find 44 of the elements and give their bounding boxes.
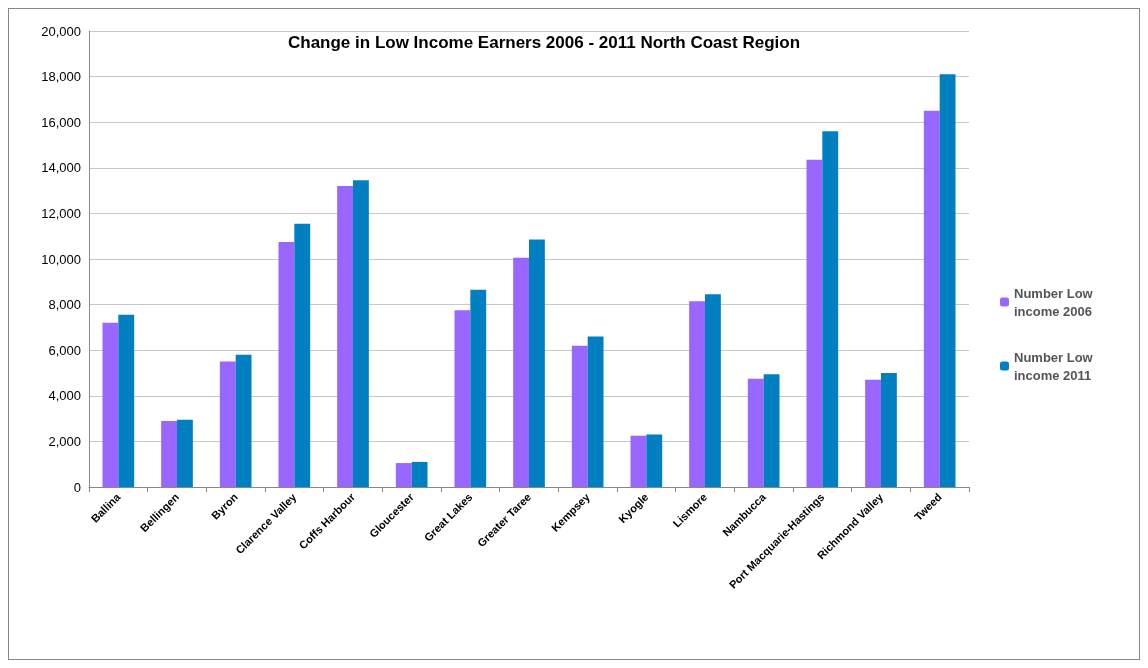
y-tick-label: 12,000 (41, 205, 81, 221)
y-tick-label: 10,000 (41, 251, 81, 267)
bar (646, 434, 663, 487)
bar (747, 378, 764, 487)
bar (939, 74, 956, 487)
bar (470, 289, 487, 487)
bar (353, 180, 369, 487)
bar (102, 322, 119, 487)
bar (337, 186, 353, 487)
bar (705, 294, 721, 487)
bar (689, 301, 705, 487)
bar (822, 131, 839, 487)
y-tick-label: 0 (73, 479, 81, 495)
bar (865, 379, 881, 487)
y-tick-label: 6,000 (48, 342, 81, 358)
bar (278, 241, 295, 487)
bar (529, 239, 545, 487)
chart-title: Change in Low Income Earners 2006 - 2011 North Coast Region (287, 33, 801, 52)
bar (763, 374, 780, 487)
bar (571, 345, 588, 487)
bar (294, 223, 311, 487)
y-tick-label: 4,000 (48, 388, 81, 404)
bar (881, 373, 897, 487)
bar (630, 435, 647, 487)
bar (806, 159, 823, 487)
bar (587, 336, 604, 487)
bar (118, 314, 135, 487)
bar (395, 463, 412, 487)
y-tick-label: 16,000 (41, 114, 81, 130)
legend-label: Number Low income 2006 (1014, 285, 1097, 319)
bar (161, 420, 177, 487)
bar (219, 361, 236, 487)
y-tick-label: 2,000 (48, 433, 81, 449)
legend-label: Number Low income 2011 (1014, 349, 1097, 383)
bar (177, 419, 193, 487)
y-tick-label: 18,000 (41, 69, 81, 85)
y-tick-label: 14,000 (41, 160, 81, 176)
bar (454, 310, 471, 487)
bar (513, 257, 529, 487)
bar (411, 461, 428, 487)
bar (235, 354, 252, 487)
y-tick-label: 8,000 (48, 297, 81, 313)
bar (923, 110, 940, 487)
y-tick-label: 20,000 (41, 23, 81, 39)
